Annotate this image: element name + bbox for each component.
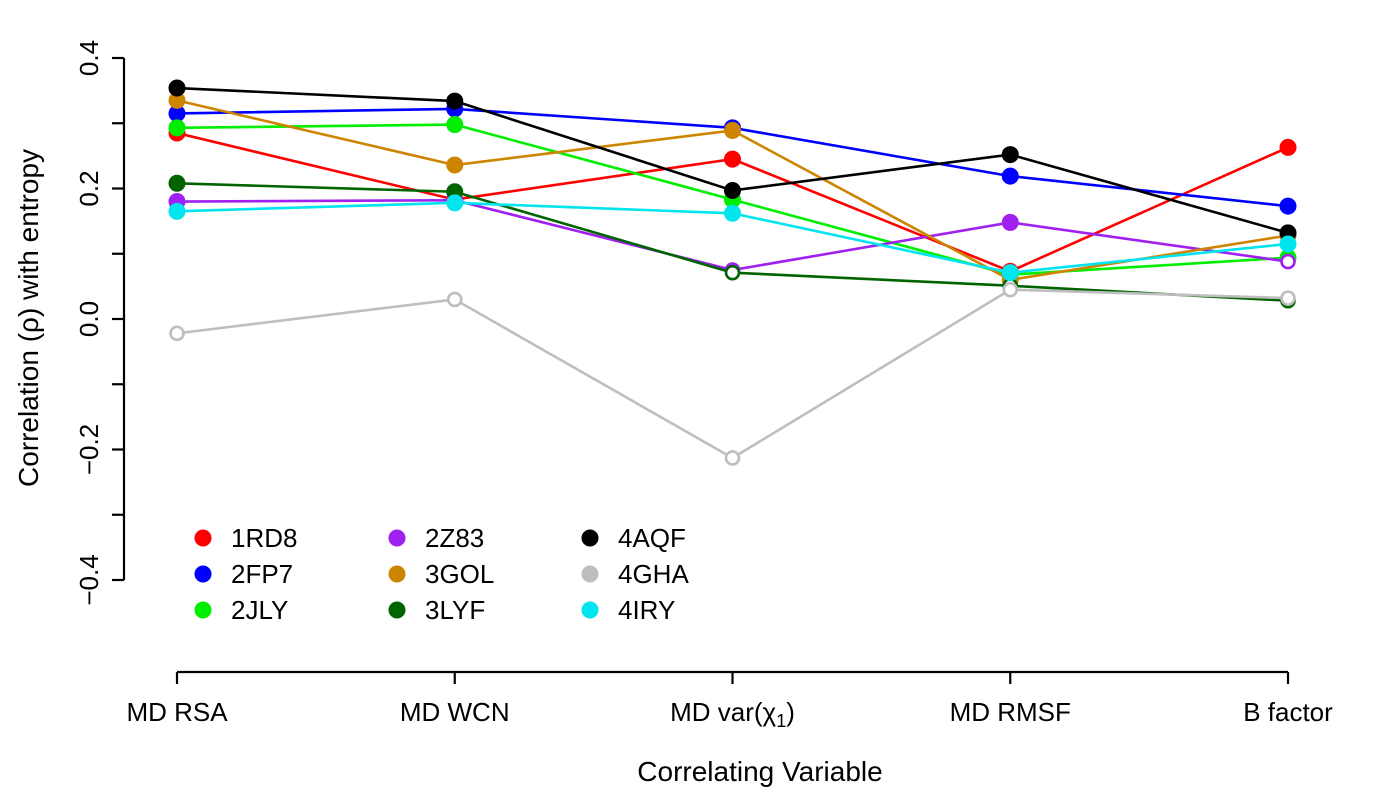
y-tick-label: −0.2: [74, 424, 104, 475]
data-point-4aqf: [168, 79, 186, 97]
data-point-2jly: [446, 116, 464, 134]
legend-item-2fp7: 2FP7: [194, 559, 293, 589]
data-point-2fp7: [1001, 167, 1019, 185]
data-point-2jly: [168, 119, 186, 137]
legend-item-4gha: 4GHA: [581, 559, 689, 589]
legend-marker: [388, 529, 406, 547]
data-point-4aqf: [1001, 146, 1019, 164]
legend-marker: [581, 601, 599, 619]
data-point-4gha: [724, 450, 741, 466]
series-4gha: [169, 281, 1296, 466]
y-tick-label: 0.2: [74, 170, 104, 206]
legend: 1RD8 2FP7 2JLY 2Z83 3GOL 3LYF 4AQF 4GHA 4IRY: [194, 523, 689, 625]
legend-marker: [194, 601, 212, 619]
data-point-2z83: [1280, 253, 1296, 270]
legend-label: 4AQF: [618, 523, 686, 553]
data-point-4aqf: [446, 92, 464, 110]
y-tick-label: 0.0: [74, 301, 104, 337]
legend-item-2z83: 2Z83: [388, 523, 484, 553]
y-axis: −0.4 −0.2 0.0 0.2 0.4: [74, 40, 126, 606]
data-point-4gha: [1280, 290, 1296, 306]
legend-label: 2FP7: [231, 559, 293, 589]
x-tick-label-md-var-1: MD var(χ1): [670, 697, 795, 731]
x-tick-label-md-wcn: MD WCN: [400, 697, 510, 727]
legend-label: 4GHA: [618, 559, 689, 589]
x-tick-label-md-rsa: MD RSA: [126, 697, 228, 727]
data-point-1rd8: [724, 150, 741, 168]
y-tick-label: −0.4: [74, 554, 104, 605]
legend-label: 1RD8: [231, 523, 297, 553]
legend-item-1rd8: 1RD8: [194, 523, 297, 553]
series-layer: [168, 79, 1297, 466]
x-axis-title: Correlating Variable: [637, 756, 882, 787]
legend-item-3lyf: 3LYF: [388, 595, 485, 625]
data-point-1rd8: [1279, 138, 1297, 156]
legend-marker: [388, 565, 406, 583]
data-point-4aqf: [724, 181, 741, 199]
data-point-4gha: [169, 325, 185, 342]
legend-item-4iry: 4IRY: [581, 595, 675, 625]
legend-marker: [194, 529, 212, 547]
legend-label: 3GOL: [425, 559, 494, 589]
data-point-2fp7: [1279, 197, 1297, 215]
legend-marker: [388, 601, 406, 619]
data-point-4iry: [446, 194, 464, 212]
data-point-3lyf: [724, 264, 741, 281]
series-4aqf: [168, 79, 1297, 242]
legend-label: 3LYF: [425, 595, 485, 625]
data-point-4iry: [1001, 264, 1019, 282]
data-point-2z83: [1001, 213, 1019, 231]
series-line-4gha: [176, 288, 1289, 460]
legend-item-2jly: 2JLY: [194, 595, 288, 625]
y-axis-title: Correlation (ρ) with entropy: [13, 149, 44, 487]
series-4iry: [168, 194, 1297, 282]
legend-marker: [194, 565, 212, 583]
legend-label: 4IRY: [618, 595, 675, 625]
legend-item-4aqf: 4AQF: [581, 523, 686, 553]
data-point-3gol: [446, 156, 464, 174]
data-point-4iry: [724, 204, 741, 222]
legend-item-3gol: 3GOL: [388, 559, 494, 589]
legend-marker: [581, 565, 599, 583]
data-point-4iry: [168, 202, 186, 220]
data-point-4gha: [1002, 281, 1019, 298]
data-point-3lyf: [168, 174, 186, 192]
legend-label: 2Z83: [425, 523, 484, 553]
y-tick-label: 0.4: [74, 40, 104, 76]
legend-label: 2JLY: [231, 595, 288, 625]
data-point-3gol: [724, 121, 741, 139]
data-point-4iry: [1279, 235, 1297, 253]
x-tick-label-b-factor: B factor: [1243, 697, 1333, 727]
legend-marker: [581, 529, 599, 547]
x-axis: MD RSA MD WCN MD var(χ1) MD RMSF B factor: [126, 670, 1333, 731]
data-point-4gha: [446, 291, 463, 308]
x-tick-label-md-rmsf: MD RMSF: [950, 697, 1071, 727]
